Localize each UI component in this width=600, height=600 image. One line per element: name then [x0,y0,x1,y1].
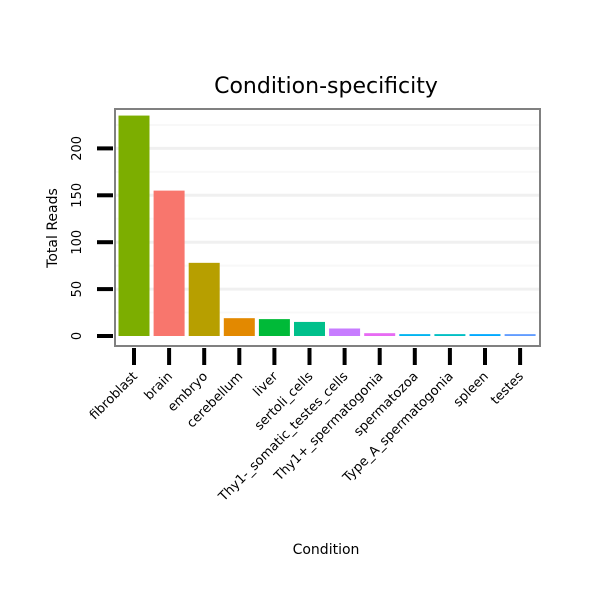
plot-panel-border [114,108,541,347]
bar-fibroblast [118,115,150,336]
bar-liver [258,319,290,336]
y-tick-label: 0 [70,332,85,340]
grid-lines [116,123,539,314]
x-tick-label: fibroblast [87,369,141,423]
bar-Thy1+_spermatogonia [364,333,396,336]
bars [118,115,536,336]
bar-testes [504,334,536,336]
bar-spermatozoa [399,334,431,336]
y-tick-label: 100 [70,230,85,255]
bar-Thy1-_somatic_testes_cells [329,328,361,336]
chart-title: Condition-specificity [214,74,438,99]
y-tick-label: 150 [70,183,85,208]
y-tick-label: 200 [70,136,85,161]
x-tick-label: liver [251,369,282,400]
x-tick-label: testes [488,369,527,408]
bar-brain [153,190,185,336]
x-axis-title: Condition [293,542,360,558]
bar-Type_A_spermatogonia [434,334,466,336]
bar-sertoli_cells [294,321,325,336]
y-tick-label: 50 [70,281,85,298]
y-axis-title: Total Reads [45,188,61,269]
bar-embryo [188,262,220,336]
bar-cerebellum [223,318,255,336]
y-axis: 0 50 100 150 200 [70,136,113,340]
x-tick-label: spleen [451,369,492,410]
bar-spleen [469,334,501,336]
